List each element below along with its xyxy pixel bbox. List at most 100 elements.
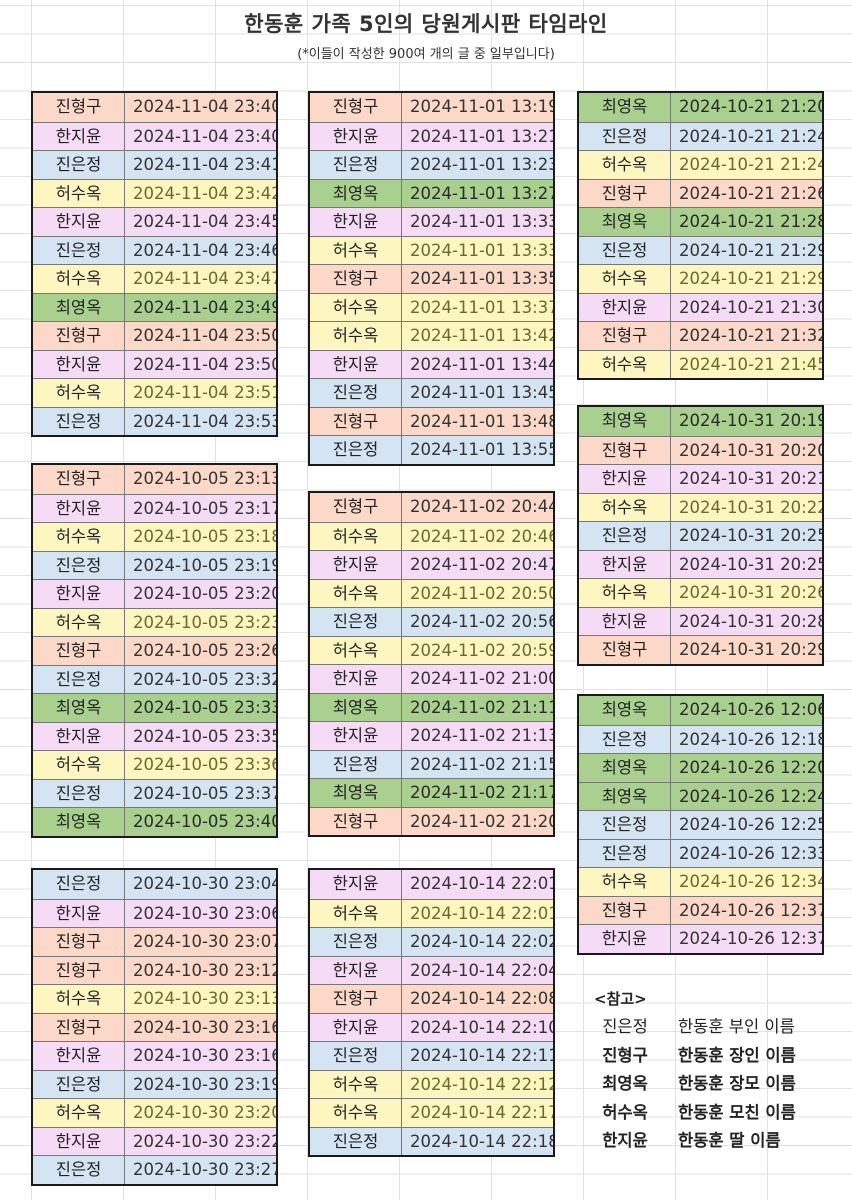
timestamp-cell: 2024-10-05 23:18 [133,527,276,546]
table-row: 한지윤 2024-10-31 20:25 [579,549,822,578]
reference-list: 진은정 한동훈 부인 이름 진형구 한동훈 장인 이름 최영옥 한동훈 장모 이름 허수옥 한… [580,1013,830,1156]
timeline-block: 최영옥 2024-10-31 20:19 진형구 2024-10-31 20:20 한지… [577,405,824,666]
author-name-cell: 한지윤 [310,722,402,750]
timeline-block: 한지윤 2024-10-14 22:01 허수옥 2024-10-14 22:01 진은… [308,868,555,1157]
table-row: 진형구 2024-11-02 20:44 [310,493,553,522]
table-row: 진형구 2024-11-01 13:19 [310,93,553,122]
timestamp-cell: 2024-10-14 22:01 [410,874,553,893]
table-row: 진은정 2024-10-21 21:24 [579,121,822,150]
timestamp-cell: 2024-10-30 23:27 [133,1160,276,1179]
timestamp-cell: 2024-11-01 13:45 [410,383,553,402]
author-name-cell: 진형구 [33,928,125,956]
author-name-cell: 한지윤 [579,550,671,578]
author-name-cell: 허수옥 [33,751,125,779]
table-row: 진은정 2024-10-26 12:18 [579,724,822,753]
reference-description: 한동훈 장모 이름 [678,1074,796,1093]
table-row: 허수옥 2024-11-04 23:51 [33,378,276,407]
timestamp-cell: 2024-10-21 21:45 [679,354,822,374]
author-name-cell: 진은정 [579,122,671,150]
author-name-cell: 진형구 [33,956,125,984]
author-name-cell: 진형구 [579,322,671,350]
timestamp-cell: 2024-11-04 23:49 [133,297,276,317]
timestamp-cell: 2024-11-02 20:47 [410,555,553,574]
author-name-cell: 한지윤 [33,350,125,378]
table-row: 최영옥 2024-10-26 12:20 [579,753,822,782]
timestamp-cell: 2024-10-30 23:16 [133,1017,276,1037]
author-name-cell: 진형구 [310,493,402,522]
reference-name: 진형구 [602,1045,648,1065]
timestamp-cell: 2024-11-01 13:55 [410,440,553,459]
timestamp-cell: 2024-11-04 23:47 [133,269,276,288]
table-row: 한지윤 2024-11-01 13:21 [310,121,553,150]
timestamp-cell: 2024-10-30 23:22 [133,1131,276,1151]
author-name-cell: 최영옥 [579,696,671,725]
author-name-cell: 진형구 [33,1013,125,1041]
timestamp-cell: 2024-10-14 22:12 [410,1074,553,1094]
author-name-cell: 한지윤 [579,607,671,635]
author-name-cell: 최영옥 [579,782,671,810]
author-name-cell: 한지윤 [33,1042,125,1070]
timestamp-cell: 2024-10-31 20:29 [679,640,822,659]
table-row: 진은정 2024-10-26 12:25 [579,810,822,839]
timestamp-cell: 2024-11-01 13:23 [410,155,553,174]
author-name-cell: 진형구 [579,896,671,924]
timestamp-cell: 2024-10-14 22:10 [410,1017,553,1037]
table-row: 진은정 2024-11-01 13:23 [310,150,553,179]
author-name-cell: 한지윤 [33,1127,125,1155]
timestamp-cell: 2024-11-02 21:20 [410,811,553,831]
table-row: 허수옥 2024-10-05 23:18 [33,522,276,551]
table-row: 진형구 2024-10-30 23:16 [33,1012,276,1041]
author-name-cell: 진형구 [310,985,402,1013]
author-name-cell: 진은정 [33,870,125,899]
author-name-cell: 진형구 [33,465,125,494]
author-name-cell: 한지윤 [310,956,402,984]
table-row: 허수옥 2024-10-05 23:36 [33,750,276,779]
author-name-cell: 허수옥 [33,608,125,636]
author-name-cell: 진형구 [579,436,671,464]
author-name-cell: 진은정 [579,811,671,839]
table-row: 진은정 2024-10-14 22:02 [310,927,553,956]
author-name-cell: 허수옥 [310,579,402,607]
table-row: 허수옥 2024-10-31 20:26 [579,578,822,607]
timestamp-cell: 2024-10-05 23:19 [133,555,276,575]
author-name-cell: 진은정 [310,928,402,956]
timestamp-cell: 2024-11-04 23:41 [133,155,276,174]
table-row: 허수옥 2024-10-21 21:45 [579,349,822,378]
timestamp-cell: 2024-11-02 20:46 [410,526,553,546]
author-name-cell: 한지윤 [310,870,402,899]
table-row: 진은정 2024-11-02 20:56 [310,607,553,636]
table-row: 진형구 2024-10-30 23:12 [33,955,276,984]
timestamp-cell: 2024-10-26 12:06 [679,700,822,719]
author-name-cell: 한지윤 [310,208,402,236]
timestamp-cell: 2024-11-01 13:33 [410,240,553,260]
page-subtitle: (*이들이 작성한 900여 개의 글 중 일부입니다) [297,47,555,62]
timestamp-cell: 2024-10-05 23:40 [133,812,276,831]
timestamp-cell: 2024-10-30 23:12 [133,960,276,980]
table-row: 최영옥 2024-10-21 21:20 [579,93,822,122]
table-row: 진형구 2024-10-05 23:13 [33,465,276,494]
author-name-cell: 진은정 [33,151,125,179]
author-name-cell: 허수옥 [310,899,402,927]
reference-description: 한동훈 부인 이름 [678,1017,795,1036]
table-row: 진은정 2024-10-26 12:33 [579,838,822,867]
timestamp-cell: 2024-10-14 22:18 [410,1131,553,1151]
timestamp-cell: 2024-10-26 12:33 [679,843,822,863]
author-name-cell: 진은정 [310,1042,402,1070]
timestamp-cell: 2024-11-04 23:53 [133,411,276,431]
timestamp-cell: 2024-10-21 21:29 [679,240,822,260]
author-name-cell: 진은정 [310,1127,402,1155]
author-name-cell: 진형구 [33,322,125,350]
table-row: 한지윤 2024-10-31 20:21 [579,464,822,493]
author-name-cell: 허수옥 [579,350,671,378]
table-row: 진은정 2024-11-01 13:45 [310,378,553,407]
table-row: 허수옥 2024-11-04 23:47 [33,264,276,293]
author-name-cell: 한지윤 [310,551,402,579]
timestamp-cell: 2024-10-26 12:37 [679,929,822,948]
table-row: 진형구 2024-10-31 20:20 [579,435,822,464]
timestamp-cell: 2024-10-14 22:17 [410,1103,553,1122]
timestamp-cell: 2024-11-04 23:42 [133,183,276,203]
table-row: 한지윤 2024-11-02 20:47 [310,550,553,579]
table-row: 최영옥 2024-10-05 23:33 [33,693,276,722]
timestamp-cell: 2024-11-01 13:21 [410,126,553,146]
table-row: 한지윤 2024-10-31 20:28 [579,606,822,635]
